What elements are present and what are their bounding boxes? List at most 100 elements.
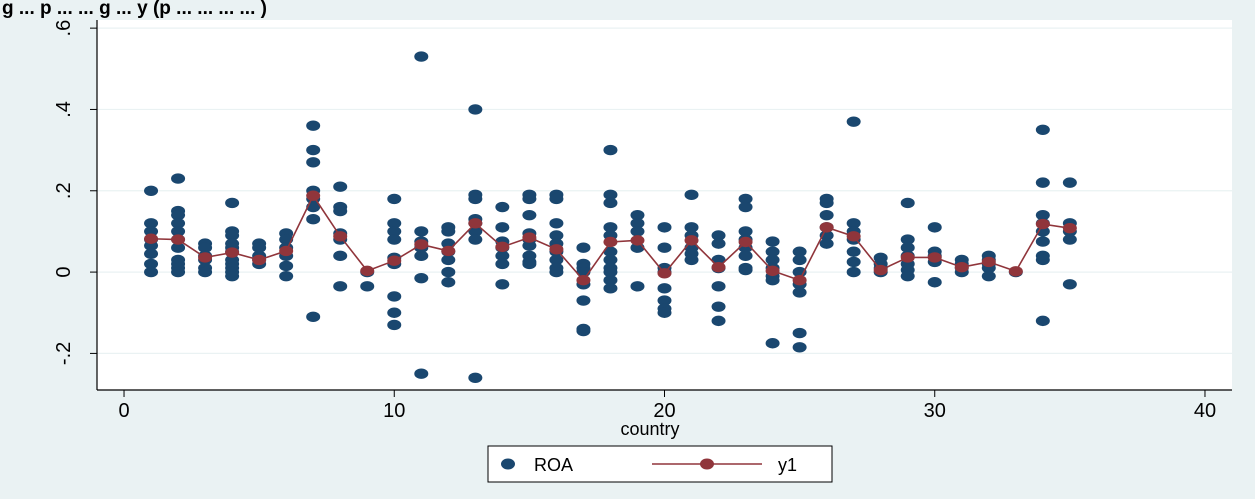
roa-point xyxy=(468,234,483,245)
roa-point xyxy=(144,258,159,270)
roa-point xyxy=(1035,209,1050,221)
roa-point xyxy=(630,218,645,229)
roa-point xyxy=(603,254,618,266)
x-tick-label: 10 xyxy=(383,400,405,422)
roa-point xyxy=(792,254,807,266)
roa-point xyxy=(576,242,591,253)
roa-point xyxy=(657,307,672,318)
y-tick-label: .2 xyxy=(53,182,75,199)
roa-point xyxy=(684,222,699,233)
y-ticks: -.2 0 .2 .4 .6 xyxy=(53,20,97,365)
y1-series xyxy=(144,190,1077,286)
roa-point xyxy=(603,275,618,286)
roa-point xyxy=(738,226,753,237)
roa-point xyxy=(900,234,915,245)
roa-point xyxy=(171,173,186,184)
roa-point xyxy=(1035,124,1050,135)
y1-point xyxy=(441,245,456,257)
roa-point xyxy=(792,246,807,257)
y1-point xyxy=(711,262,726,273)
y1-point xyxy=(252,254,267,266)
roa-point xyxy=(144,185,159,196)
roa-point xyxy=(792,342,807,353)
roa-point xyxy=(522,193,537,205)
roa-point xyxy=(765,254,780,266)
roa-point xyxy=(387,226,402,237)
y1-point xyxy=(522,232,537,243)
roa-point xyxy=(900,242,915,253)
roa-point xyxy=(144,248,159,259)
roa-point xyxy=(144,218,159,229)
roa-point xyxy=(630,226,645,237)
roa-point xyxy=(576,295,591,306)
roa-point xyxy=(306,214,321,225)
roa-point xyxy=(765,275,780,286)
y1-point xyxy=(603,236,618,248)
y1-point xyxy=(495,241,510,253)
roa-point xyxy=(846,246,861,257)
x-ticks: 0 10 20 30 40 xyxy=(118,390,1216,422)
roa-point xyxy=(333,205,348,217)
y-tick-label: 0 xyxy=(53,267,75,278)
y1-point xyxy=(576,275,591,286)
roa-point xyxy=(225,270,240,282)
roa-point xyxy=(981,270,996,282)
roa-point xyxy=(927,277,942,288)
roa-point xyxy=(306,157,321,168)
roa-point xyxy=(1035,236,1050,247)
y1-point xyxy=(846,231,861,242)
y-tick-label: .4 xyxy=(53,101,75,118)
roa-point xyxy=(846,218,861,229)
y1-point xyxy=(738,236,753,248)
roa-point xyxy=(630,209,645,221)
x-tick-label: 0 xyxy=(118,400,129,422)
roa-point xyxy=(414,250,429,262)
y1-point xyxy=(873,264,888,276)
roa-point xyxy=(387,193,402,205)
roa-point xyxy=(576,325,591,337)
roa-point xyxy=(765,246,780,257)
y1-point xyxy=(981,256,996,268)
y1-point xyxy=(684,235,699,246)
y1-point xyxy=(225,247,240,258)
roa-point xyxy=(495,250,510,262)
roa-point xyxy=(441,254,456,266)
roa-point xyxy=(1035,315,1050,327)
roa-point xyxy=(765,338,780,349)
roa-point xyxy=(441,226,456,237)
roa-point xyxy=(603,144,618,156)
roa-point xyxy=(549,254,564,266)
roa-point xyxy=(387,319,402,331)
legend: ROA y1 xyxy=(487,445,833,483)
roa-point xyxy=(927,222,942,233)
roa-point xyxy=(306,311,321,323)
y1-point xyxy=(279,245,294,257)
roa-point xyxy=(495,279,510,290)
roa-point xyxy=(819,209,834,221)
roa-point xyxy=(1062,234,1077,245)
roa-point xyxy=(252,242,267,253)
legend-y1-marker xyxy=(700,458,714,470)
roa-point xyxy=(819,238,834,249)
x-tick-label: 40 xyxy=(1194,400,1216,422)
roa-point xyxy=(549,230,564,241)
y1-point xyxy=(549,244,564,255)
y1-point xyxy=(387,255,402,266)
y1-point xyxy=(792,275,807,286)
roa-point xyxy=(414,226,429,237)
x-tick-label: 30 xyxy=(924,400,946,422)
x-axis-title: country xyxy=(620,419,679,439)
y1-point xyxy=(927,252,942,263)
roa-point xyxy=(603,266,618,278)
roa-point xyxy=(603,189,618,201)
y1-point xyxy=(657,268,672,279)
y1-point xyxy=(1035,218,1050,230)
roa-point xyxy=(900,197,915,209)
x-tick-label: 20 xyxy=(653,400,675,422)
roa-point xyxy=(333,281,348,292)
y-tick-label: -.2 xyxy=(53,342,75,365)
y1-point xyxy=(171,234,186,245)
y1-point xyxy=(360,265,375,277)
roa-point xyxy=(1035,254,1050,266)
roa-point xyxy=(1035,177,1050,188)
